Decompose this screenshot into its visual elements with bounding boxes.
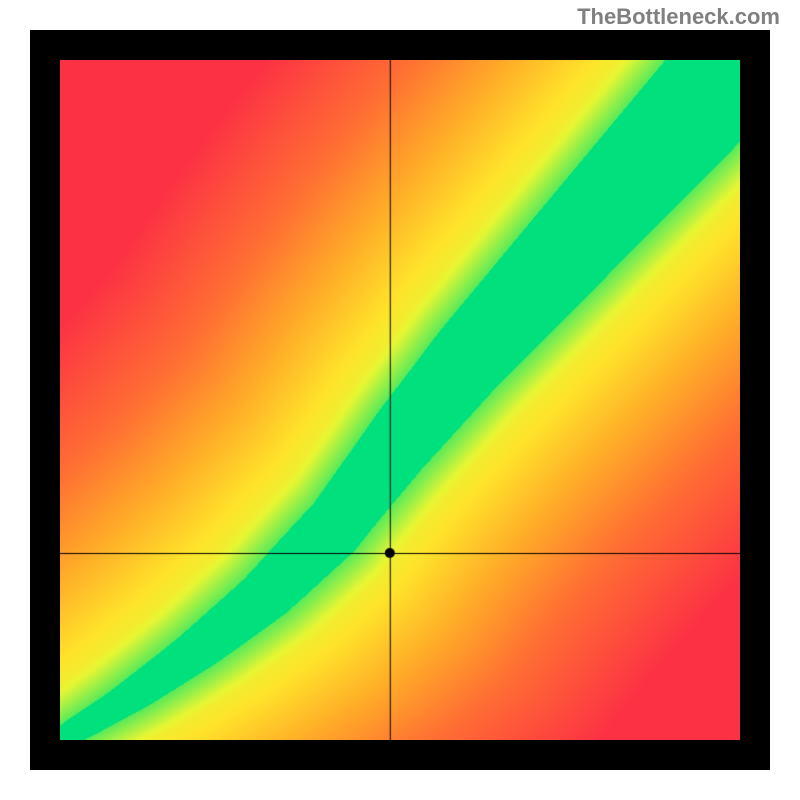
chart-frame [30,30,770,770]
heatmap-canvas [60,60,740,740]
watermark-text: TheBottleneck.com [577,4,780,30]
heatmap-plot [60,60,740,740]
chart-container: TheBottleneck.com [0,0,800,800]
